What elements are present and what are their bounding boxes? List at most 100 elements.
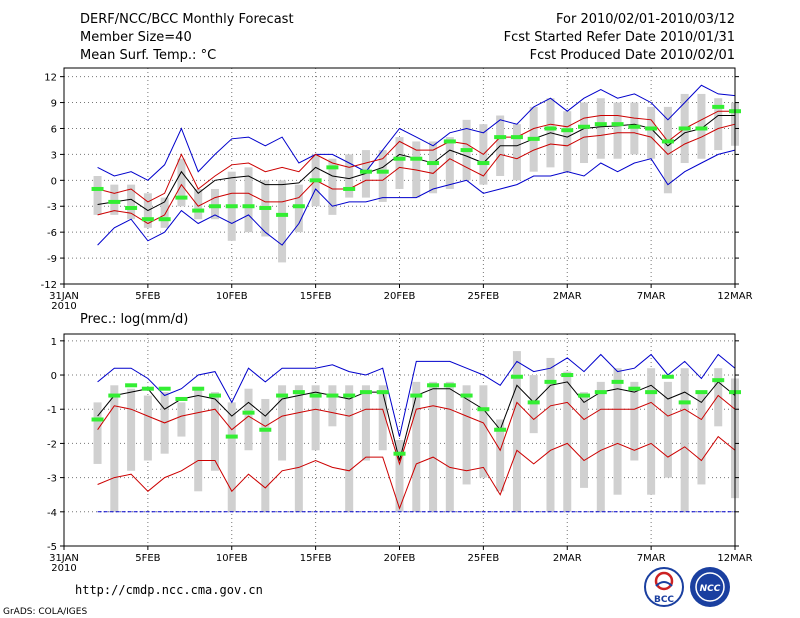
ensemble-marker bbox=[292, 390, 305, 395]
ensemble-marker bbox=[561, 373, 574, 378]
ensemble-marker bbox=[326, 393, 339, 398]
spread-box bbox=[496, 419, 505, 492]
spread-box bbox=[345, 154, 354, 198]
ensemble-marker bbox=[494, 135, 507, 140]
ensemble-marker bbox=[427, 383, 440, 388]
spread-box bbox=[261, 398, 270, 512]
spread-box bbox=[630, 381, 639, 461]
source-url[interactable]: http://cmdp.ncc.cma.gov.cn bbox=[75, 583, 263, 597]
forecast-started-date: Fcst Started Refer Date 2010/01/31 bbox=[504, 30, 735, 45]
spread-box bbox=[177, 402, 186, 437]
temperature-panel: -12 -9 -6 -3 0 3 6 9 12 31JAN 5FEB 10FEB 15FEB 20FEB 2… bbox=[41, 67, 753, 312]
ensemble-marker bbox=[594, 122, 607, 127]
ensemble-marker bbox=[175, 195, 188, 200]
spread-box bbox=[93, 402, 102, 464]
ensemble-marker bbox=[477, 407, 490, 412]
ensemble-marker bbox=[359, 390, 372, 395]
series-line-p75 bbox=[97, 394, 736, 466]
grads-credit: GrADS: COLA/IGES bbox=[3, 607, 87, 617]
y-tick-label: 0 bbox=[51, 371, 57, 382]
member-size: Member Size=40 bbox=[80, 30, 192, 45]
spread-box bbox=[227, 402, 236, 512]
ensemble-marker bbox=[645, 126, 658, 131]
spread-box bbox=[244, 388, 253, 451]
series-line-min bbox=[97, 149, 736, 246]
x-tick-label: 31JAN bbox=[49, 553, 79, 564]
spread-box bbox=[244, 167, 253, 233]
ensemble-marker bbox=[410, 393, 423, 398]
ensemble-marker bbox=[678, 126, 691, 131]
x-tick-label: 7MAR bbox=[637, 553, 666, 564]
ensemble-marker bbox=[141, 217, 154, 222]
ensemble-marker bbox=[376, 390, 389, 395]
y-tick-label: 9 bbox=[51, 99, 57, 110]
ensemble-marker bbox=[175, 396, 188, 401]
ensemble-marker bbox=[544, 126, 557, 131]
ensemble-marker bbox=[443, 139, 456, 144]
spread-box bbox=[395, 440, 404, 512]
spread-box bbox=[210, 188, 219, 220]
ensemble-marker bbox=[510, 135, 523, 140]
precipitation-panel: -5 -4 -3 -2 -1 0 1 31JAN 5FEB 10FEB 15FEB 20FEB 25FE… bbox=[47, 333, 753, 574]
ensemble-marker bbox=[225, 434, 238, 439]
x-year-label: 2010 bbox=[51, 301, 76, 312]
ensemble-marker bbox=[561, 128, 574, 133]
ensemble-marker bbox=[91, 417, 104, 422]
x-tick-label: 2MAR bbox=[553, 553, 582, 564]
spread-box bbox=[546, 357, 555, 512]
ensemble-marker bbox=[661, 139, 674, 144]
ensemble-marker bbox=[460, 148, 473, 153]
ncc-logo-text: NCC bbox=[700, 584, 721, 594]
ensemble-marker bbox=[645, 390, 658, 395]
spread-box bbox=[714, 98, 723, 151]
x-tick-label: 12MAR bbox=[717, 553, 752, 564]
x-tick-label: 7MAR bbox=[637, 291, 666, 302]
ensemble-marker bbox=[628, 386, 641, 391]
spread-box bbox=[127, 388, 136, 471]
ensemble-marker bbox=[91, 186, 104, 191]
ensemble-marker bbox=[259, 427, 272, 432]
ensemble-marker bbox=[309, 178, 322, 183]
ensemble-marker bbox=[527, 136, 540, 141]
spread-box bbox=[412, 381, 421, 512]
y-tick-label: -9 bbox=[47, 254, 57, 265]
spread-box bbox=[613, 102, 622, 159]
spread-box bbox=[580, 102, 589, 164]
y-tick-label: 12 bbox=[44, 73, 57, 84]
spread-box bbox=[445, 381, 454, 512]
x-tick-label: 10FEB bbox=[216, 291, 248, 302]
ensemble-marker bbox=[192, 208, 205, 213]
spread-box bbox=[278, 385, 287, 461]
spread-box bbox=[210, 392, 219, 471]
spread-box bbox=[714, 368, 723, 427]
ensemble-marker bbox=[141, 386, 154, 391]
y-tick-label: -1 bbox=[47, 405, 57, 416]
ensemble-marker bbox=[158, 386, 171, 391]
spread-box bbox=[93, 176, 102, 215]
ensemble-marker bbox=[460, 393, 473, 398]
spread-box bbox=[429, 381, 438, 512]
ensemble-marker bbox=[208, 393, 221, 398]
precipitation-label: Prec.: log(mm/d) bbox=[80, 312, 188, 327]
spread-box bbox=[479, 385, 488, 478]
ensemble-marker bbox=[393, 451, 406, 456]
spread-box bbox=[143, 395, 152, 461]
ensemble-marker bbox=[527, 400, 540, 405]
spread-box bbox=[697, 392, 706, 485]
ensemble-marker bbox=[544, 379, 557, 384]
x-tick-label: 15FEB bbox=[300, 553, 332, 564]
x-tick-label: 25FEB bbox=[468, 553, 500, 564]
spread-box bbox=[378, 385, 387, 451]
ensemble-marker bbox=[695, 126, 708, 131]
series-line-max bbox=[97, 353, 736, 437]
ensemble-marker bbox=[712, 104, 725, 109]
ensemble-marker bbox=[611, 379, 624, 384]
spread-box bbox=[194, 388, 203, 492]
bcc-logo: BCC bbox=[644, 567, 684, 607]
x-tick-label: 5FEB bbox=[135, 553, 160, 564]
ensemble-marker bbox=[108, 393, 121, 398]
spread-box bbox=[563, 111, 572, 172]
ensemble-marker bbox=[276, 212, 289, 217]
x-tick-label: 15FEB bbox=[300, 291, 332, 302]
spread-box bbox=[361, 385, 370, 461]
